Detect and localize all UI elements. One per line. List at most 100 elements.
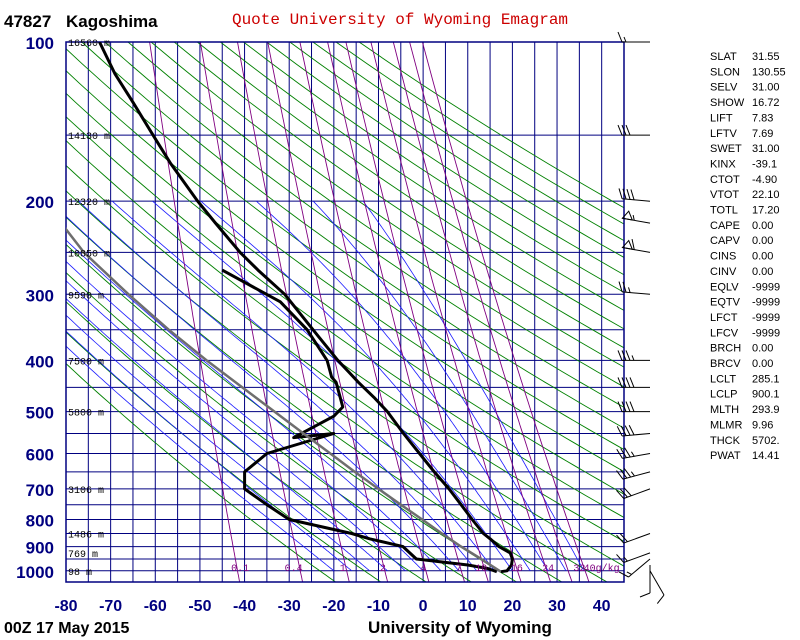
index-value: 0.00: [752, 266, 773, 278]
index-value: 31.00: [752, 82, 780, 94]
dry-adiabat-line: [66, 272, 472, 582]
index-key: TOTL: [710, 205, 738, 217]
temperature-tick-label: -10: [367, 598, 390, 615]
index-key: SLON: [710, 66, 740, 78]
wind-barb: [617, 124, 650, 136]
moist-adiabat-line: [66, 345, 335, 572]
temperature-tick-label: -30: [278, 598, 301, 615]
barb-full: [616, 490, 625, 499]
moist-adiabat-line: [200, 200, 531, 572]
index-key: LFCV: [710, 327, 739, 339]
sounding-traces: [66, 42, 514, 574]
mixing-ratio-line: [149, 42, 241, 582]
index-value: 9.96: [752, 419, 773, 431]
index-value: -9999: [752, 312, 780, 324]
wind-barb: [618, 281, 651, 295]
index-key: EQLV: [710, 281, 739, 293]
temperature-tick-label: -50: [188, 598, 211, 615]
temperature-tick-label: -40: [233, 598, 256, 615]
stability-indices-panel: SLAT 31.55 SLON 130.55 SELV 31.00 SHOW 16.72 LIF…: [710, 51, 786, 462]
mixing-ratio-label: 2: [380, 564, 386, 575]
barb-full: [618, 188, 623, 199]
index-value: -9999: [752, 297, 780, 309]
height-label: 769 m: [68, 550, 98, 561]
barb-staff: [623, 552, 651, 563]
index-value: -9999: [752, 327, 780, 339]
index-key: LFCT: [710, 312, 738, 324]
barb-full: [619, 488, 628, 498]
pressure-tick-label: 500: [26, 404, 54, 423]
plot-area: [66, 42, 624, 582]
index-value: -39.1: [752, 158, 777, 170]
index-key: THCK: [710, 435, 741, 447]
index-value: 0.00: [752, 343, 773, 355]
index-value: 5702.: [752, 435, 780, 447]
mixing-ratio-label: 40g/kg: [584, 563, 620, 575]
barb-half: [626, 571, 632, 575]
pressure-tick-label: 600: [26, 445, 54, 464]
barb-full: [623, 468, 632, 478]
height-label: 10850 m: [68, 249, 110, 260]
height-label: 16560 m: [68, 39, 110, 50]
wind-barb: [618, 188, 651, 202]
index-key: CINV: [710, 266, 737, 278]
mixing-ratio-line: [199, 42, 304, 582]
dry-adiabat-line: [127, 42, 624, 388]
emagram-grid: [65, 41, 625, 583]
index-value: 22.10: [752, 189, 780, 201]
barb-full: [619, 533, 628, 543]
barb-pennant: [621, 239, 634, 250]
moist-adiabat-line: [256, 200, 549, 572]
index-value: 7.83: [752, 112, 773, 124]
wind-barb: [617, 31, 650, 43]
index-key: LFTV: [710, 128, 738, 140]
dry-adiabat-line: [66, 48, 624, 451]
barb-full: [629, 401, 635, 412]
wind-barb: [618, 558, 651, 578]
pressure-tick-label: 900: [26, 539, 54, 558]
barb-full: [623, 487, 632, 497]
index-value: -4.90: [752, 174, 777, 186]
temperature-tick-label: -20: [322, 598, 345, 615]
index-value: 130.55: [752, 66, 786, 78]
barb-full: [621, 350, 627, 361]
temperature-tick-label: -60: [144, 598, 167, 615]
height-label: 98 m: [68, 568, 92, 579]
barb-full: [616, 448, 623, 459]
index-value: 31.00: [752, 143, 780, 155]
barb-full: [617, 124, 623, 136]
moist-adiabat-line: [66, 239, 442, 572]
mixing-ratio-line: [345, 42, 489, 582]
station-id: 47827: [4, 12, 51, 31]
barb-full: [631, 238, 635, 250]
index-key: SLAT: [710, 51, 737, 63]
moist-adiabat-line: [66, 280, 406, 572]
index-value: 31.55: [752, 51, 780, 63]
mixing-ratio-line: [299, 42, 430, 582]
index-value: 285.1: [752, 373, 780, 385]
barb-full: [618, 571, 629, 578]
wind-barb: [617, 401, 650, 413]
barb-full: [617, 377, 623, 388]
barb-full: [621, 401, 627, 412]
barb-half: [631, 355, 635, 361]
dry-adiabat-line: [66, 363, 336, 582]
barb-staff: [628, 558, 651, 578]
index-value: 0.00: [752, 251, 773, 263]
barb-staff: [622, 453, 651, 459]
temperature-tick-label: -70: [99, 598, 122, 615]
index-value: 7.69: [752, 128, 773, 140]
wind-barb-column: [616, 31, 665, 604]
mixing-ratio-line: [421, 42, 590, 582]
dry-adiabat-line: [66, 116, 624, 518]
barb-staff: [623, 533, 651, 544]
height-label: 12320 m: [68, 198, 110, 209]
index-value: -9999: [752, 281, 780, 293]
mixing-ratio-label: 0.4: [285, 564, 303, 575]
pressure-tick-label: 300: [26, 286, 54, 305]
barb-full: [625, 124, 631, 136]
barb-full: [624, 425, 631, 436]
barb-full: [625, 377, 631, 388]
moist-adiabat-line: [66, 260, 424, 572]
